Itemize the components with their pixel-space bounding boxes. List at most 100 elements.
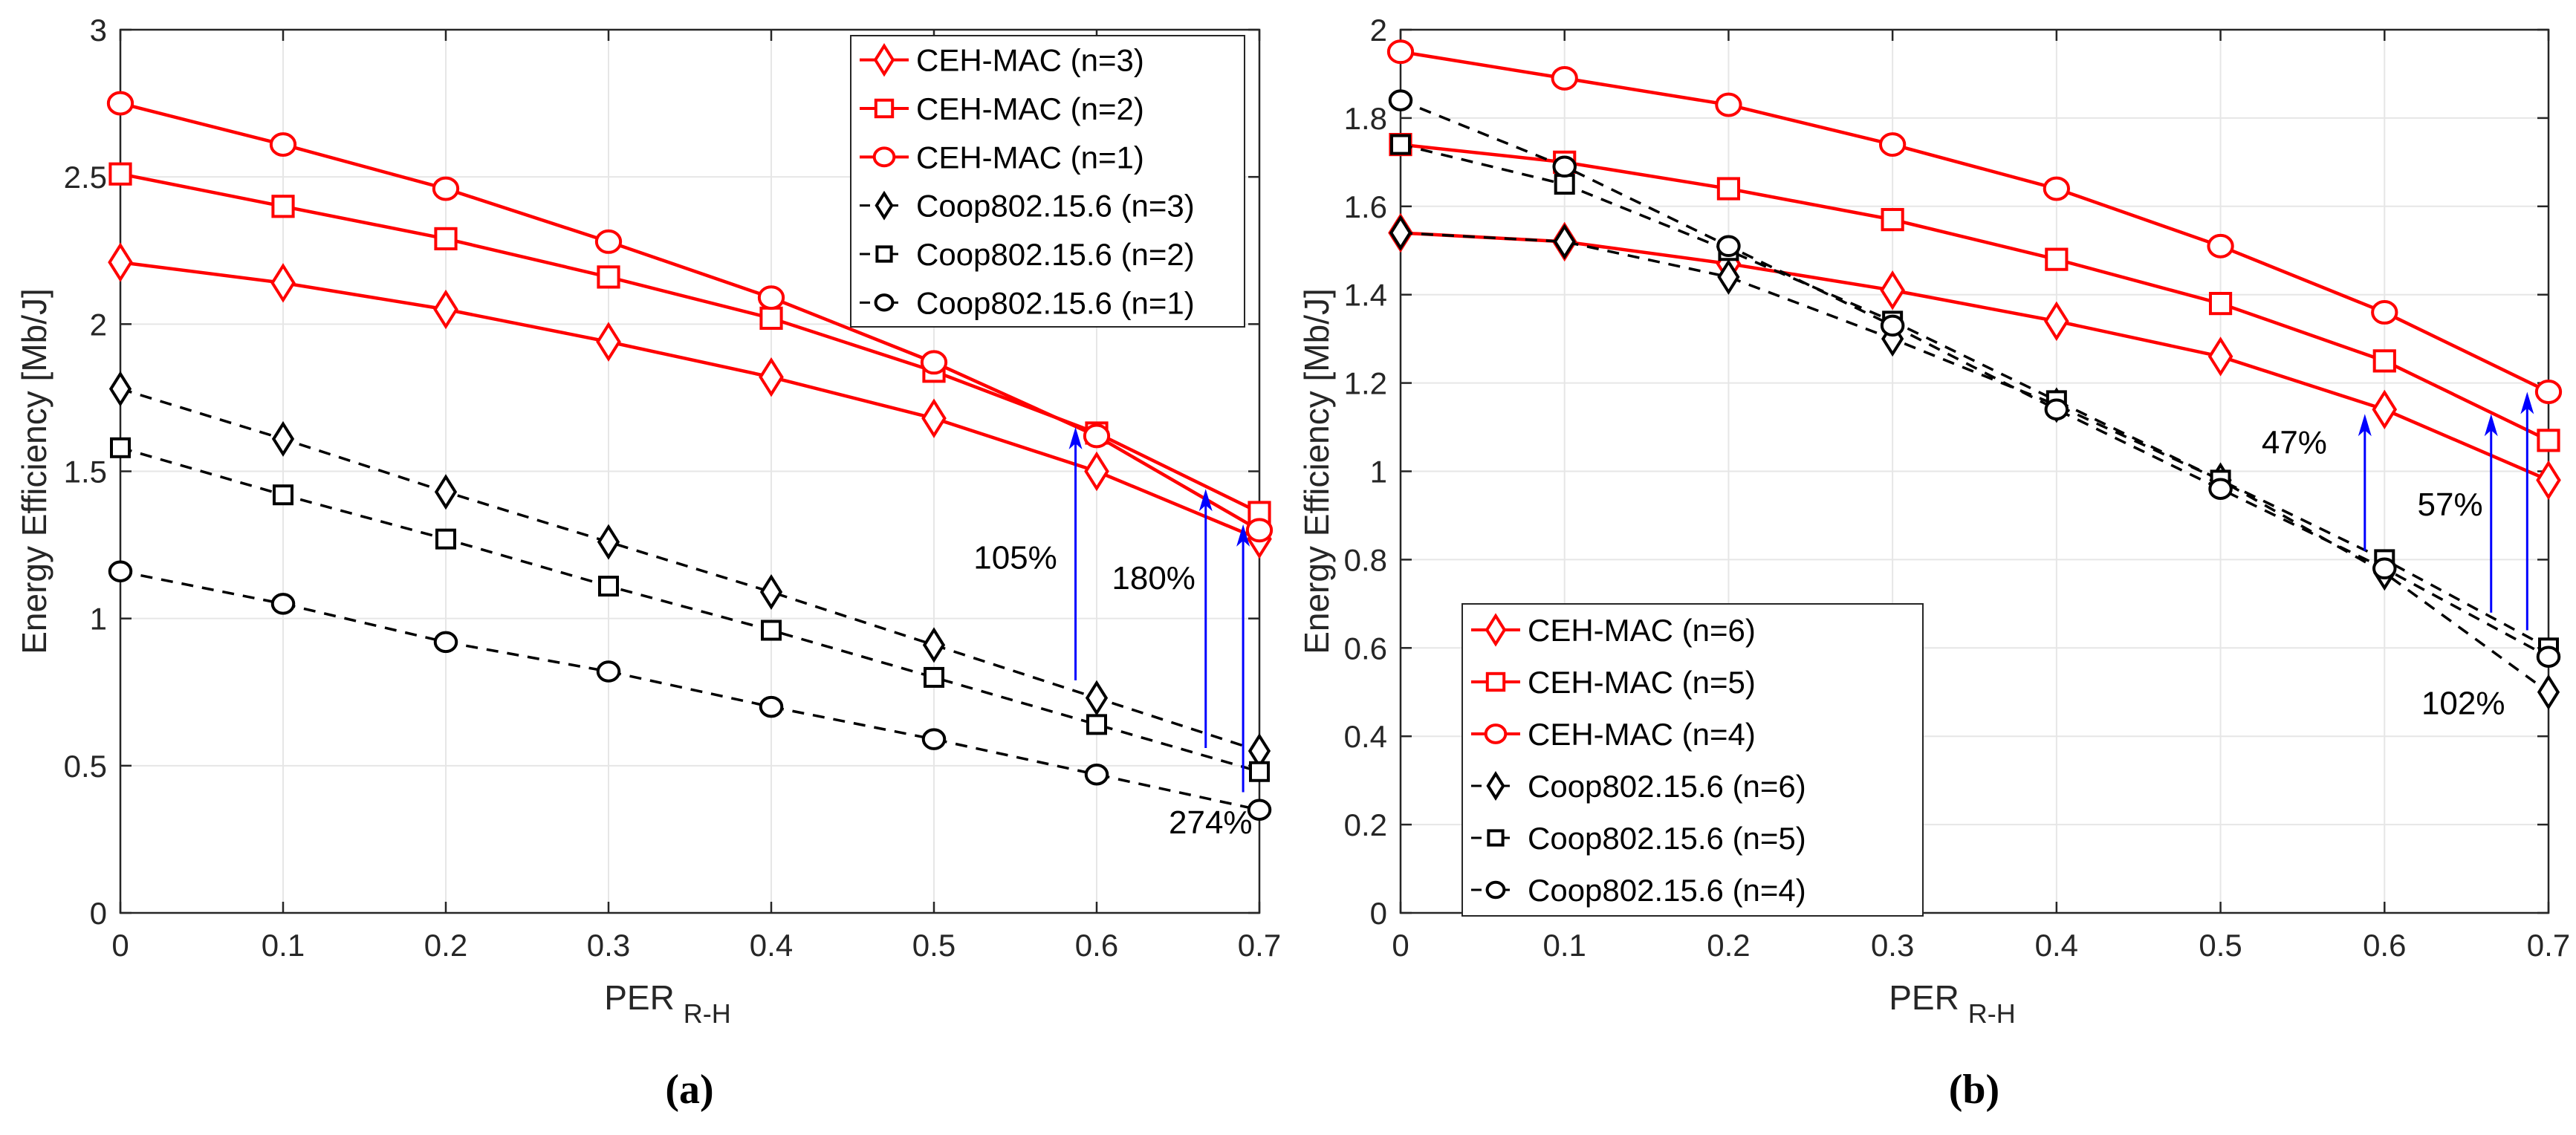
- legend-label: Coop802.15.6 (n=4): [1528, 873, 1806, 908]
- legend-marker-circle-icon: [874, 293, 895, 312]
- series-line: [1400, 143, 2549, 442]
- legend-label: CEH-MAC (n=3): [916, 43, 1144, 78]
- data-point: [1386, 39, 1415, 65]
- legend-label: CEH-MAC (n=6): [1528, 613, 1756, 648]
- y-tick-label: 0.2: [1344, 807, 1387, 842]
- data-point: [1084, 763, 1109, 786]
- panel-caption: (b): [1949, 1067, 1999, 1113]
- data-point: [435, 528, 456, 550]
- legend-item: CEH-MAC (n=4): [1471, 717, 1756, 752]
- x-axis-label-main: PER: [1889, 978, 1959, 1017]
- y-tick-label: 0.8: [1344, 542, 1387, 577]
- series-line: [120, 101, 1261, 532]
- legend-label: CEH-MAC (n=4): [1528, 717, 1756, 752]
- data-point: [597, 524, 620, 560]
- data-point: [2372, 557, 2397, 580]
- data-point: [1880, 270, 1905, 310]
- arrow-head-icon: [2484, 414, 2498, 437]
- annotation-label: 274%: [1169, 804, 1253, 841]
- legend-label: Coop802.15.6 (n=6): [1528, 769, 1806, 804]
- series-line: [120, 570, 1260, 811]
- legend-item: CEH-MAC (n=6): [1471, 613, 1756, 648]
- legend-marker-diamond-icon: [1486, 771, 1505, 801]
- x-tick-label: 0.6: [2363, 928, 2406, 963]
- y-tick-label: 0.4: [1344, 719, 1387, 754]
- data-point: [1388, 89, 1413, 111]
- x-tick-label: 0.5: [912, 928, 956, 963]
- series-ceh-mac-n-4-: [1386, 39, 2563, 404]
- x-tick-label: 0.2: [1707, 928, 1750, 963]
- y-axis-label: Energy Efficiency [Mb/J]: [15, 288, 53, 654]
- data-point: [108, 162, 132, 186]
- data-point: [108, 371, 132, 407]
- y-tick-label: 1.2: [1344, 366, 1387, 401]
- y-axis-label: Energy Efficiency [Mb/J]: [1297, 288, 1336, 654]
- data-point: [596, 322, 621, 362]
- legend-label: CEH-MAC (n=2): [916, 91, 1144, 126]
- legend-marker-circle-icon: [1485, 880, 1506, 900]
- data-point: [1881, 208, 1904, 232]
- legend: CEH-MAC (n=6) CEH-MAC (n=5) CEH-MAC (n=4) C…: [1461, 603, 1924, 917]
- data-point: [271, 195, 295, 218]
- data-point: [2537, 674, 2560, 710]
- data-point: [920, 350, 948, 375]
- data-point: [271, 420, 295, 457]
- data-point: [921, 398, 947, 438]
- x-tick-label: 0.3: [587, 928, 630, 963]
- data-point: [2044, 398, 2069, 421]
- data-point: [1551, 65, 1578, 91]
- data-point: [270, 263, 296, 303]
- x-tick-label: 0: [111, 928, 129, 963]
- data-point: [1390, 134, 1411, 155]
- series-line: [120, 387, 1260, 752]
- series-coop802-15-6-n-4-: [1388, 89, 2561, 668]
- y-tick-label: 1.6: [1344, 189, 1387, 224]
- series-line: [120, 446, 1260, 773]
- legend-box: [850, 35, 1245, 328]
- data-point: [106, 91, 134, 116]
- data-point: [924, 666, 944, 688]
- series-coop802-15-6-n-1-: [108, 560, 1272, 822]
- data-point: [2372, 349, 2396, 373]
- series-line: [1400, 231, 2550, 694]
- data-point: [1716, 235, 1741, 258]
- data-point: [1554, 174, 1575, 195]
- x-axis-label: PER R-H: [604, 978, 731, 1029]
- data-point: [2045, 247, 2069, 271]
- y-tick-label: 1.4: [1344, 278, 1387, 313]
- annotation: 47%: [2262, 414, 2372, 551]
- data-point: [1878, 132, 1907, 157]
- data-point: [921, 728, 947, 750]
- data-point: [759, 695, 784, 718]
- data-point: [1247, 799, 1272, 822]
- legend-item: Coop802.15.6 (n=4): [1471, 873, 1806, 908]
- legend: CEH-MAC (n=3) CEH-MAC (n=2) CEH-MAC (n=1) C…: [850, 35, 1245, 328]
- x-tick-label: 0.4: [2035, 928, 2078, 963]
- data-point: [434, 227, 458, 250]
- x-tick-label: 0.3: [1871, 928, 1914, 963]
- data-point: [597, 265, 620, 289]
- data-point: [759, 357, 784, 397]
- annotation-label: 47%: [2262, 425, 2327, 461]
- y-tick-label: 2: [90, 307, 107, 342]
- annotation: 105%: [973, 427, 1083, 680]
- annotation: 57%: [2418, 414, 2498, 613]
- data-point: [1715, 92, 1742, 117]
- annotation-label: 57%: [2418, 487, 2483, 523]
- data-point: [596, 660, 621, 683]
- arrow-head-icon: [1236, 524, 1250, 547]
- series-ceh-mac-n-1-: [106, 91, 1274, 543]
- legend-marker-diamond-icon: [875, 190, 894, 221]
- data-point: [433, 289, 458, 330]
- chart-panel-b: 0 0.1 0.2 0.3 0.4 0.5 0.6 0.7 0 0.2 0.4 0.6 0.8 1 1.2 1…: [1297, 13, 2570, 1113]
- annotation-label: 102%: [2421, 685, 2505, 721]
- data-point: [432, 176, 460, 201]
- x-axis-label-subscript: R-H: [684, 998, 731, 1029]
- panel-caption: (a): [665, 1067, 713, 1113]
- data-point: [1083, 423, 1111, 449]
- data-point: [1086, 714, 1107, 735]
- x-tick-label: 0: [1392, 928, 1409, 963]
- x-tick-label: 0.7: [1238, 928, 1281, 963]
- legend-item: CEH-MAC (n=1): [860, 140, 1144, 175]
